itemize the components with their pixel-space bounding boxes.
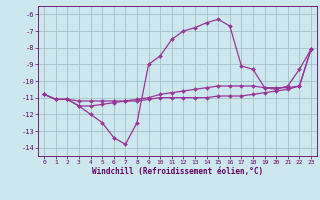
X-axis label: Windchill (Refroidissement éolien,°C): Windchill (Refroidissement éolien,°C)	[92, 167, 263, 176]
